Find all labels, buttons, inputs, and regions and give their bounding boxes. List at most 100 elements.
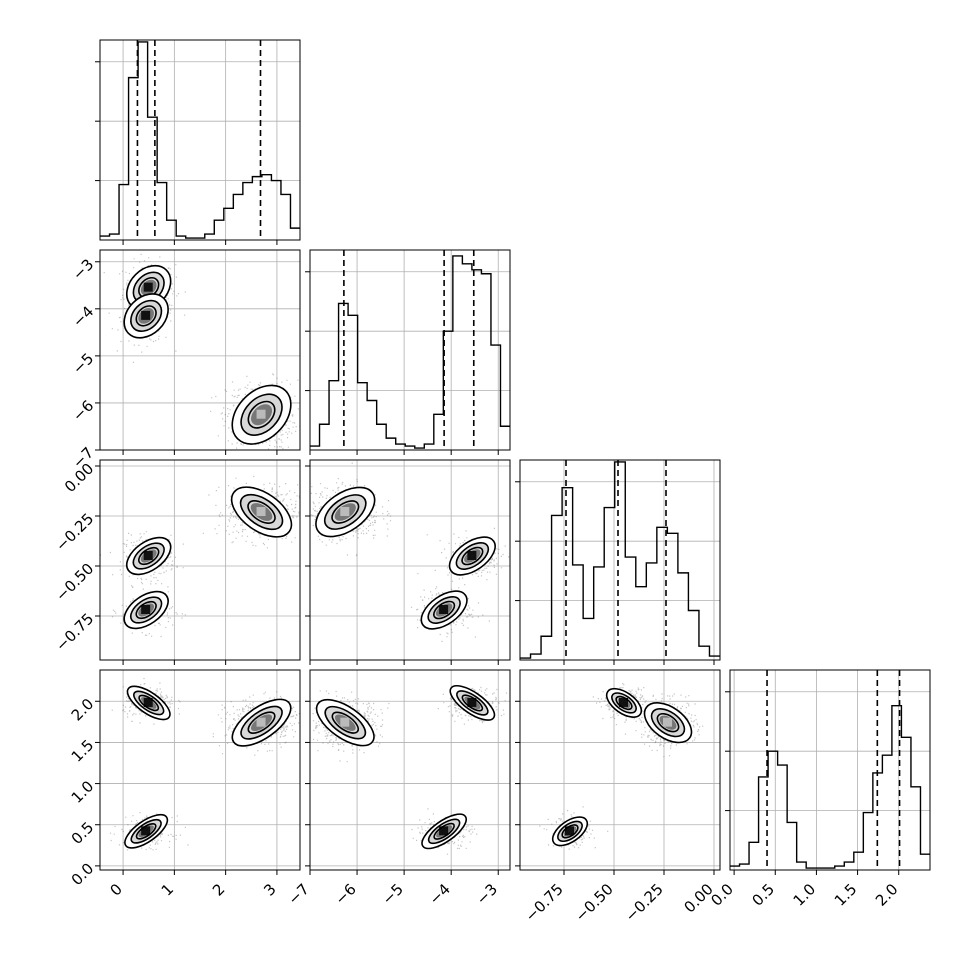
panel-frame	[309, 669, 511, 871]
xtick-label: 1	[158, 880, 177, 899]
panel-3-3: 0.0 0.5 1.0 1.5 2.0	[707, 669, 931, 910]
density-peak	[619, 697, 628, 707]
xtick-label: 1.5	[831, 880, 861, 910]
ytick-label: 2.0	[68, 695, 98, 725]
density-contour	[449, 684, 496, 721]
density-contour	[133, 690, 165, 716]
ytick-label: −5	[69, 350, 97, 378]
density-contour	[421, 813, 467, 850]
density-contour	[135, 823, 157, 840]
panel-frame	[519, 669, 721, 871]
xtick-label: −7	[284, 880, 312, 908]
density-contour	[125, 536, 172, 576]
density-contour	[323, 494, 367, 530]
panel-frame	[519, 459, 721, 661]
density-contour	[132, 542, 165, 570]
density-contour	[420, 590, 468, 630]
density-peak	[340, 507, 350, 516]
density-contour	[231, 384, 292, 445]
panel-content	[520, 670, 720, 870]
density-contour	[561, 824, 579, 839]
xtick-label: −6	[332, 880, 360, 908]
density-peak	[565, 826, 574, 836]
density-contour	[605, 687, 643, 718]
density-contour	[448, 536, 496, 576]
panel-frame	[309, 249, 511, 451]
ytick-label: −0.50	[52, 560, 97, 605]
density-contour	[331, 711, 360, 734]
density-contour	[247, 500, 276, 524]
density-contour	[557, 820, 583, 843]
xtick-label: 0	[106, 880, 125, 899]
density-contour	[615, 695, 633, 711]
density-contour	[331, 500, 360, 524]
panel-3-2: −0.75 −0.50 −0.25 0.00	[515, 669, 721, 925]
density-contour	[324, 705, 367, 740]
density-contour	[239, 493, 284, 531]
histogram-step	[100, 41, 300, 239]
density-contour	[137, 546, 160, 566]
xtick-label: −5	[379, 880, 407, 908]
density-contour	[551, 816, 589, 847]
density-contour	[240, 393, 283, 436]
density-contour	[124, 813, 169, 849]
panel-2-2	[515, 459, 721, 665]
xtick-label: −0.25	[622, 880, 667, 925]
panel-1-1	[305, 249, 511, 455]
density-contour	[455, 542, 490, 570]
density-peak	[439, 826, 449, 836]
panel-3-1: −7 −6 −5 −4 −3	[284, 669, 511, 908]
panel-content	[100, 250, 300, 450]
density-contour	[461, 694, 484, 712]
panel-content	[310, 670, 510, 870]
density-contour	[461, 546, 484, 566]
density-peak	[467, 697, 477, 707]
panel-content	[310, 250, 510, 450]
xtick-label: 3	[260, 880, 279, 899]
density-contour	[456, 690, 489, 716]
xtick-label: 0.0	[707, 880, 737, 910]
density-contour	[247, 711, 276, 734]
xtick-label: 2.0	[872, 880, 902, 910]
density-contour	[247, 400, 276, 429]
density-contour	[126, 685, 171, 721]
panel-content	[100, 670, 300, 870]
density-contour	[433, 600, 456, 620]
density-peak	[340, 717, 350, 727]
xtick-label: 1.0	[790, 880, 820, 910]
density-peak	[663, 717, 672, 727]
xtick-label: −0.75	[522, 880, 567, 925]
xtick-label: −0.50	[572, 880, 617, 925]
density-contour	[315, 486, 376, 538]
panel-frame	[99, 39, 301, 241]
density-contour	[650, 708, 686, 738]
density-contour	[123, 293, 169, 339]
panel-2-1	[305, 459, 511, 665]
panel-content	[310, 460, 510, 660]
density-contour	[231, 698, 292, 747]
panel-frame	[729, 669, 931, 871]
density-contour	[427, 818, 461, 845]
density-contour	[611, 692, 637, 714]
density-contour	[230, 486, 293, 538]
density-contour	[130, 299, 163, 332]
density-peak	[256, 409, 266, 419]
density-contour	[135, 600, 157, 620]
ytick-label: 0.00	[61, 460, 97, 496]
ytick-label: −3	[69, 255, 97, 283]
density-peak	[467, 551, 477, 560]
density-contour	[135, 305, 157, 327]
density-contour	[427, 596, 461, 624]
histogram-step	[310, 255, 510, 449]
density-peak	[141, 826, 151, 836]
xtick-label: 0.5	[748, 880, 778, 910]
ytick-label: 1.5	[68, 736, 98, 766]
density-contour	[315, 698, 375, 747]
density-peak	[256, 507, 266, 516]
density-peak	[141, 605, 151, 614]
density-contour	[240, 705, 283, 740]
panel-frame	[309, 459, 511, 661]
xtick-label: −3	[473, 880, 501, 908]
